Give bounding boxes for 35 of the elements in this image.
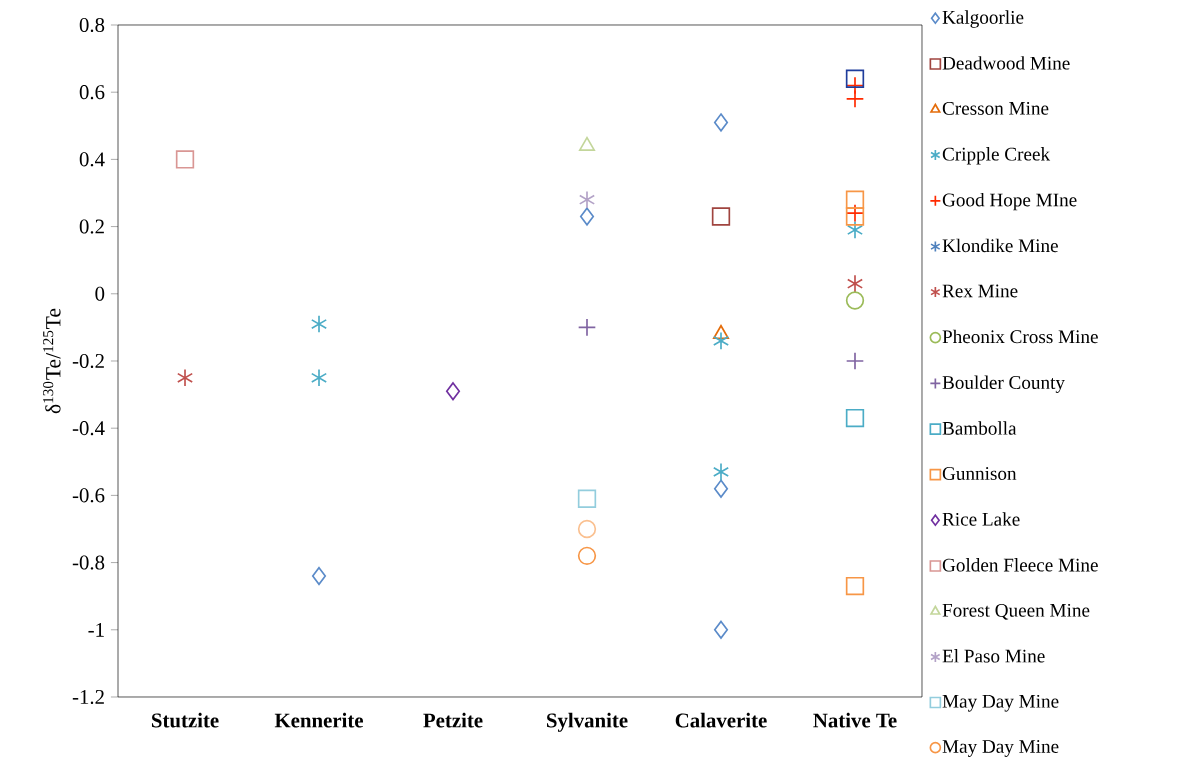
legend-label: Kalgoorlie: [942, 10, 1024, 28]
x-tick-label: Petzite: [423, 712, 483, 728]
y-tick-label: -0.6: [72, 488, 105, 503]
legend-label: Cripple Creek: [942, 147, 1051, 165]
y-tick-label: 0.6: [79, 85, 105, 100]
y-tick-label: -1.2: [72, 689, 104, 705]
x-tick-label: Kennerite: [274, 712, 364, 728]
legend-label: Pheonix Cross Mine: [942, 329, 1098, 344]
x-tick-label: Stutzite: [151, 712, 219, 728]
legend-label: Rice Lake: [942, 512, 1020, 526]
legend-label: May Day Mine: [942, 740, 1059, 757]
y-tick-label: -0.8: [72, 555, 105, 570]
y-tick-label: -1: [88, 622, 104, 637]
y-tick-label: 0.4: [79, 152, 105, 167]
legend-label: El Paso Mine: [942, 649, 1045, 663]
legend-label: May Day Mine: [942, 694, 1059, 712]
y-tick-label: 0.8: [79, 17, 105, 33]
y-tick-label: 0: [95, 286, 105, 301]
y-tick-label: -0.2: [72, 353, 104, 369]
y-tick-label: -0.4: [72, 421, 105, 436]
legend-label: Forest Queen Mine: [942, 603, 1090, 620]
legend-label: Gunnison: [942, 467, 1017, 480]
legend-label: Klondike Mine: [942, 238, 1058, 253]
x-tick-label: Native Te: [813, 712, 897, 728]
x-tick-label: Calaverite: [675, 712, 767, 728]
legend-label: Golden Fleece Mine: [942, 558, 1098, 572]
legend-label: Boulder County: [942, 375, 1065, 393]
legend-label: Deadwood Mine: [942, 56, 1070, 70]
legend-label: Rex Mine: [942, 284, 1018, 298]
x-tick-label: Sylvanite: [547, 712, 628, 732]
legend-label: Good Hope MIne: [942, 192, 1077, 211]
legend-label: Cresson Mine: [942, 101, 1049, 115]
legend-label: Bambolla: [942, 421, 1017, 435]
y-tick-label: 0.2: [79, 219, 104, 234]
y-axis-title: δ$^{130}$Te/$^{125}$Te: [43, 308, 61, 414]
